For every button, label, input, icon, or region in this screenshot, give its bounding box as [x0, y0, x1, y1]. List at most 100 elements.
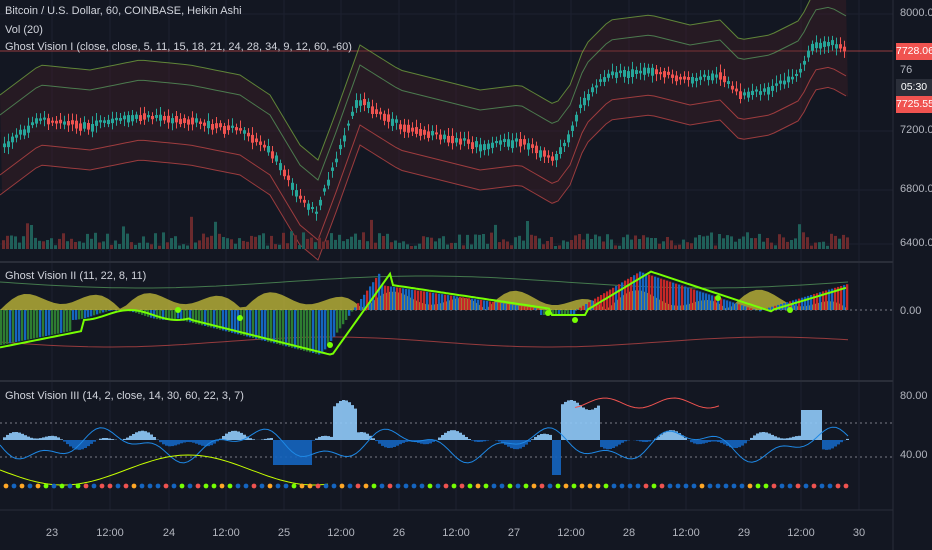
candle-body [807, 50, 810, 58]
candle-body [259, 141, 262, 145]
rsi-bar [837, 440, 840, 445]
candle-body [727, 81, 730, 84]
rsi-bar [399, 440, 402, 445]
rsi-bar [483, 440, 486, 442]
state-dot [771, 483, 777, 489]
volume-bar [190, 216, 193, 249]
pane2-tick: 0.00 [900, 305, 922, 317]
indicator-2-legend[interactable]: Ghost Vision II (11, 22, 8, 11) [5, 270, 147, 282]
candle-body [839, 44, 842, 49]
rsi-bar [213, 440, 216, 444]
histogram-bar [165, 310, 168, 320]
rsi-bar [525, 440, 528, 445]
volume-bar [834, 235, 837, 249]
state-dot [811, 483, 817, 489]
rsi-bar [582, 407, 585, 440]
rsi-bar [537, 435, 540, 440]
candle-body [687, 77, 690, 80]
time-tick: 28 [622, 527, 636, 539]
histogram-bar [657, 277, 660, 310]
histogram-bar [276, 310, 279, 344]
candle-body [535, 145, 538, 154]
ghost-vision-ii-plot[interactable] [0, 270, 893, 356]
state-dot [107, 483, 113, 489]
histogram-bar [819, 292, 822, 310]
histogram-bar [645, 273, 648, 310]
volume-bar [414, 245, 417, 249]
volume-bar [10, 235, 13, 249]
volume-bar [158, 245, 161, 249]
candle-body [675, 75, 678, 82]
rsi-bar [144, 431, 147, 440]
symbol-title[interactable]: Bitcoin / U.S. Dollar, 60, COINBASE, Hei… [5, 5, 242, 17]
histogram-bar [711, 295, 714, 310]
candle-body [691, 77, 694, 84]
histogram-bar [789, 301, 792, 310]
histogram-bar [351, 310, 354, 312]
volume-bar [766, 238, 769, 249]
histogram-bar [369, 286, 372, 310]
histogram-bar [336, 310, 339, 333]
rsi-bar [711, 440, 714, 442]
candle-body [243, 130, 246, 134]
volume-bar [550, 237, 553, 249]
histogram-bar [798, 298, 801, 310]
rsi-bar [48, 436, 51, 440]
histogram-bar [63, 310, 66, 333]
rsi-bar [342, 400, 345, 440]
rsi-bar [828, 440, 831, 450]
histogram-bar [705, 293, 708, 310]
volume-legend[interactable]: Vol (20) [5, 24, 43, 36]
histogram-bar [537, 308, 540, 310]
pane-separators[interactable] [0, 0, 894, 550]
histogram-bar [747, 307, 750, 310]
rsi-bar [546, 434, 549, 440]
indicator-3-legend[interactable]: Ghost Vision III (14, 2, close, 14, 30, … [5, 390, 244, 402]
histogram-bar [468, 298, 471, 310]
candle-body [463, 138, 466, 141]
candle-body [603, 77, 606, 82]
volume-bar [794, 238, 797, 249]
volume-bar [594, 234, 597, 249]
state-dot [163, 483, 169, 489]
indicator-1-legend[interactable]: Ghost Vision I (close, close, 5, 11, 15,… [5, 41, 352, 53]
candle-body [351, 111, 354, 116]
candle-body [615, 72, 618, 78]
histogram-bar [675, 283, 678, 310]
state-dot [59, 483, 65, 489]
candle-body [543, 150, 546, 157]
candle-body [531, 144, 534, 148]
price-tick: 8000.00 [900, 7, 932, 19]
state-dot [227, 483, 233, 489]
volume-bar [798, 224, 801, 249]
rsi-bar [723, 440, 726, 445]
histogram-bar [333, 310, 336, 337]
state-dot [843, 483, 849, 489]
volume-bar [522, 240, 525, 249]
histogram-bar [702, 292, 705, 310]
histogram-bar [618, 284, 621, 310]
state-dot [187, 483, 193, 489]
pane3-tick: 80.00 [900, 390, 928, 402]
volume-bar [146, 242, 149, 249]
rsi-bar [585, 409, 588, 440]
state-dot [627, 483, 633, 489]
state-dot [91, 483, 97, 489]
rsi-bar [606, 440, 609, 450]
candle-body [375, 109, 378, 114]
candle-body [635, 70, 638, 74]
volume-bar [350, 236, 353, 249]
histogram-bar [279, 310, 282, 345]
rsi-bar [558, 440, 561, 475]
ghost-vision-iii-plot[interactable] [0, 397, 893, 489]
volume-bar [778, 234, 781, 249]
candle-body [267, 146, 270, 153]
volume-bar [234, 243, 237, 249]
histogram-bar [219, 310, 222, 330]
histogram-bar [834, 287, 837, 310]
candle-body [99, 120, 102, 123]
price-candles[interactable] [3, 35, 846, 221]
state-dot [555, 483, 561, 489]
rsi-bar [594, 407, 597, 440]
